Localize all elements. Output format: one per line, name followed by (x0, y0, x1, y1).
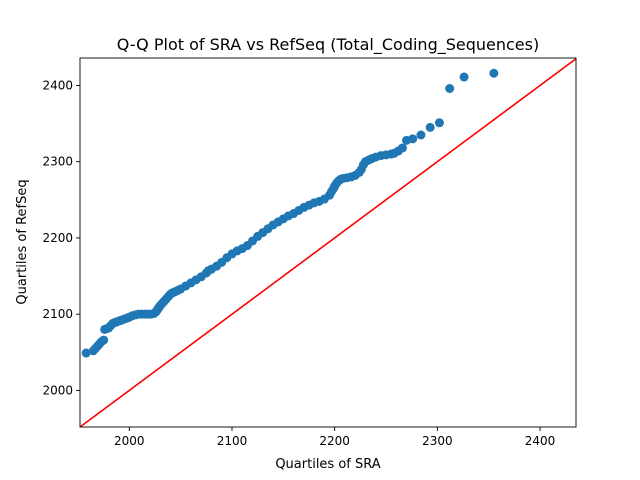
x-tick-label: 2200 (319, 434, 350, 448)
reference-line (80, 58, 576, 427)
y-axis-label: Quartiles of RefSeq (15, 179, 30, 304)
data-point (459, 72, 469, 82)
data-point (416, 130, 426, 140)
axes-layer: 2000 2100 2200 2300 2400 2000 2100 2200 2300 2400 (42, 57, 577, 448)
x-tick-label: 2100 (217, 434, 248, 448)
axes-frame (79, 57, 577, 428)
data-point (425, 122, 435, 132)
y-tick-label: 2200 (42, 231, 73, 245)
data-point (81, 348, 91, 358)
x-axis-label: Quartiles of SRA (275, 457, 380, 472)
data-point (434, 118, 444, 128)
y-tick-label: 2300 (42, 155, 73, 169)
y-tick-label: 2000 (42, 383, 73, 397)
data-point (408, 134, 418, 144)
data-point (397, 143, 407, 153)
data-point (445, 83, 455, 93)
plot-area (80, 58, 576, 427)
y-tick-label: 2100 (42, 307, 73, 321)
chart-title: Q-Q Plot of SRA vs RefSeq (Total_Coding_… (117, 35, 539, 55)
x-tick-label: 2400 (525, 434, 556, 448)
data-point (99, 335, 109, 345)
x-tick-label: 2300 (422, 434, 453, 448)
data-point (489, 68, 499, 78)
x-tick-label: 2000 (114, 434, 145, 448)
y-tick-label: 2400 (42, 78, 73, 92)
